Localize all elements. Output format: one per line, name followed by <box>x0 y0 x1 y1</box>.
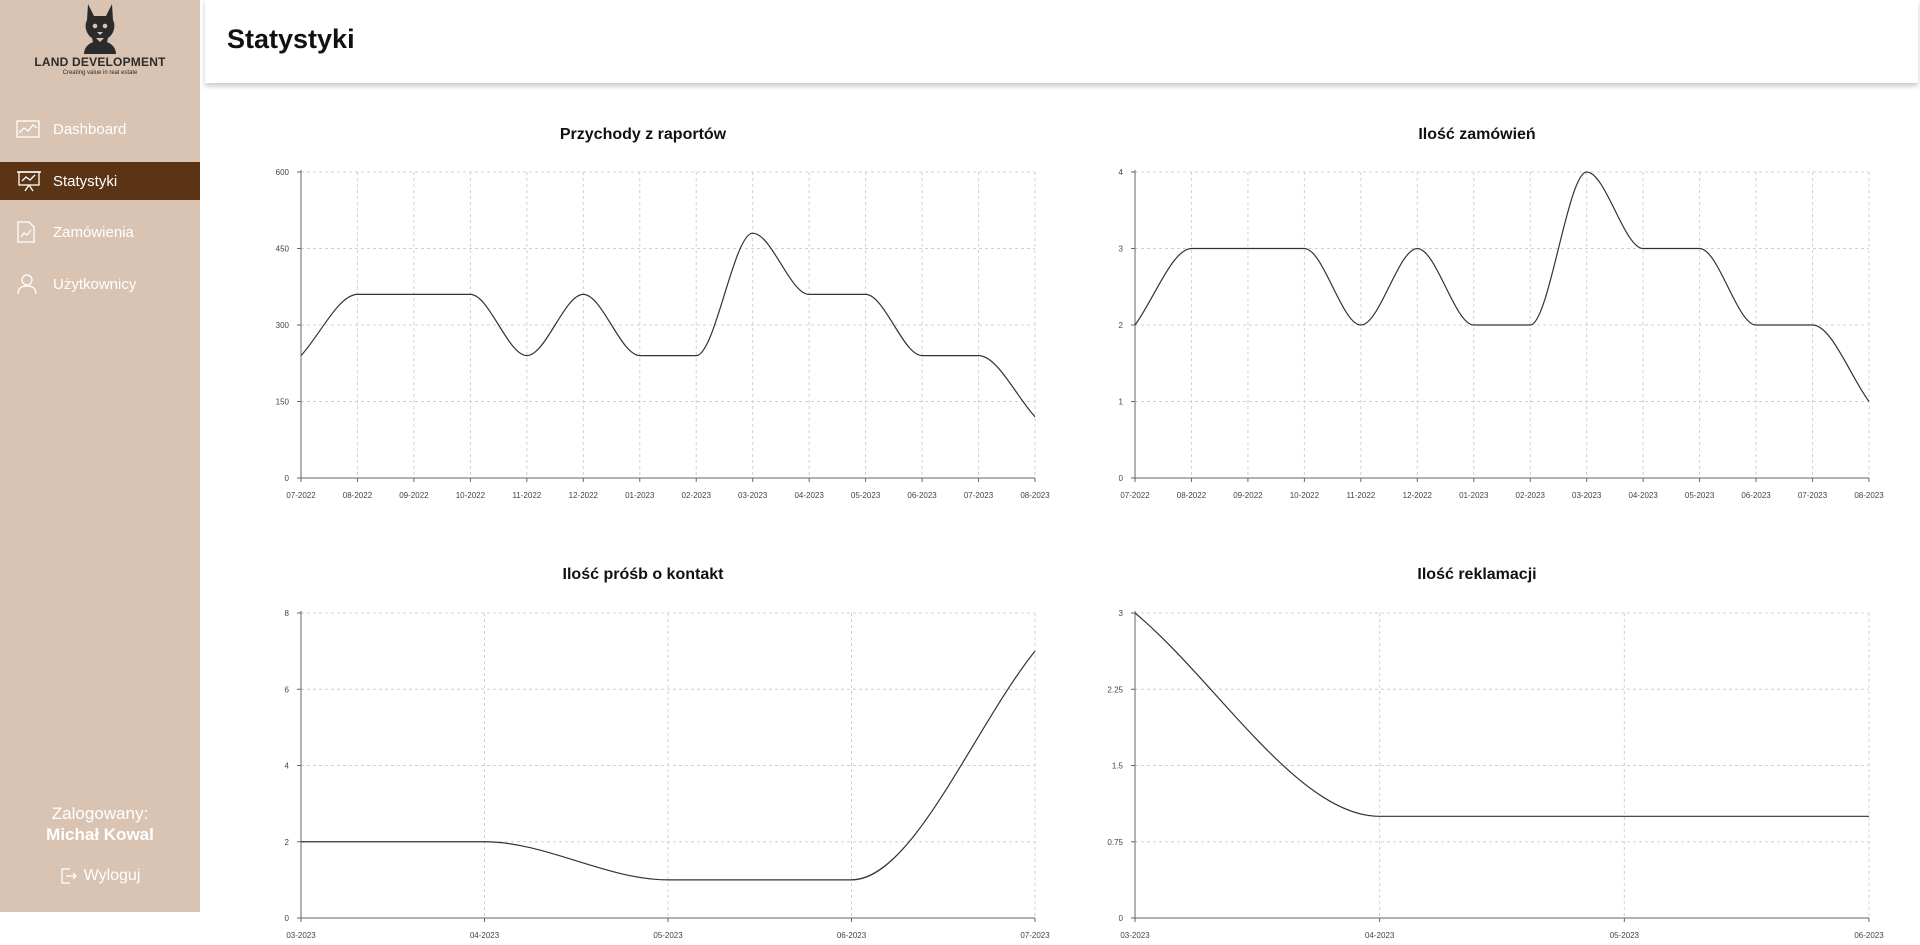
series-line <box>1134 612 1869 817</box>
chart-2: Ilość zamówień 07-2022 08-2022 09-2022 10-20… <box>1119 126 1885 500</box>
x-tick-label: 09-2022 <box>399 491 429 500</box>
x-tick-label: 04-2023 <box>1365 931 1395 940</box>
y-tick-label: 450 <box>276 245 290 254</box>
x-tick-label: 06-2023 <box>837 931 867 940</box>
y-tick-label: 0 <box>1119 474 1124 483</box>
x-tick-label: 08-2023 <box>1020 491 1050 500</box>
y-tick-label: 0 <box>285 914 290 923</box>
x-tick-label: 11-2022 <box>512 491 541 500</box>
series-line <box>300 650 1036 881</box>
y-tick-label: 0.75 <box>1107 838 1123 847</box>
chart-grid <box>301 612 1036 918</box>
y-tick-label: 2 <box>1119 321 1124 330</box>
chart-3: Ilość próśb o kontakt 03-2023 04-2023 05-20… <box>285 566 1051 940</box>
x-tick-label: 05-2023 <box>1610 931 1640 940</box>
x-tick-label: 01-2023 <box>1459 491 1489 500</box>
x-tick-label: 03-2023 <box>286 931 316 940</box>
sidebar-item-statystyki[interactable]: Statystyki <box>0 162 200 200</box>
chart-title: Ilość reklamacji <box>1417 566 1536 583</box>
page-title: Statystyki <box>227 24 355 54</box>
sidebar-item-label: Dashboard <box>53 120 127 138</box>
y-tick-label: 8 <box>285 609 290 618</box>
x-tick-label: 05-2023 <box>653 931 683 940</box>
user-icon <box>16 273 42 295</box>
x-tick-label: 05-2023 <box>851 491 881 500</box>
sidebar-item-label: Użytkownicy <box>53 275 137 293</box>
y-tick-label: 4 <box>285 762 290 771</box>
brand-name: LAND DEVELOPMENT <box>34 55 166 69</box>
x-tick-label: 03-2023 <box>738 491 768 500</box>
logout-button[interactable]: Wyloguj <box>0 864 200 888</box>
x-tick-label: 04-2023 <box>1628 491 1658 500</box>
logged-user-block: Zalogowany: Michał Kowal <box>0 804 200 845</box>
y-tick-label: 2 <box>285 838 290 847</box>
chart-grid <box>301 171 1036 478</box>
x-tick-label: 07-2023 <box>964 491 994 500</box>
x-tick-label: 02-2023 <box>682 491 712 500</box>
x-tick-label: 07-2023 <box>1020 931 1050 940</box>
y-tick-label: 2.25 <box>1107 685 1123 694</box>
x-tick-label: 07-2022 <box>1120 491 1150 500</box>
x-tick-label: 04-2023 <box>794 491 824 500</box>
logo[interactable]: LAND DEVELOPMENT Creating value in real … <box>0 0 200 86</box>
y-tick-label: 4 <box>1119 168 1124 177</box>
x-tick-label: 06-2023 <box>1741 491 1771 500</box>
logout-icon <box>60 868 77 884</box>
x-tick-label: 05-2023 <box>1685 491 1715 500</box>
y-tick-label: 3 <box>1119 245 1124 254</box>
y-tick-label: 300 <box>276 321 290 330</box>
chart-4: Ilość reklamacji 03-2023 04-2023 05-2023 06-… <box>1107 566 1884 940</box>
y-tick-label: 1 <box>1119 398 1124 407</box>
chart-1: Przychody z raportów 07-2022 08-2022 09-202… <box>276 126 1051 500</box>
x-tick-label: 12-2022 <box>569 491 599 500</box>
sidebar-item-label: Zamówienia <box>53 223 134 241</box>
y-tick-label: 1.5 <box>1112 762 1124 771</box>
series-line <box>1134 171 1870 402</box>
y-tick-label: 0 <box>1119 914 1124 923</box>
x-tick-label: 08-2023 <box>1854 491 1884 500</box>
x-tick-label: 03-2023 <box>1572 491 1602 500</box>
x-tick-label: 08-2022 <box>343 491 373 500</box>
x-tick-label: 11-2022 <box>1346 491 1375 500</box>
x-tick-label: 07-2023 <box>1798 491 1828 500</box>
sidebar-item-label: Statystyki <box>53 172 118 190</box>
chart-title: Przychody z raportów <box>560 126 727 143</box>
y-tick-label: 150 <box>276 398 290 407</box>
logout-label: Wyloguj <box>83 867 141 884</box>
sidebar: LAND DEVELOPMENT Creating value in real … <box>0 0 200 912</box>
x-tick-label: 02-2023 <box>1516 491 1546 500</box>
x-tick-label: 03-2023 <box>1120 931 1150 940</box>
chart-grid <box>1135 612 1870 918</box>
y-tick-label: 6 <box>285 685 290 694</box>
page-header: Statystyki <box>205 0 1918 83</box>
y-tick-label: 600 <box>276 168 290 177</box>
x-tick-label: 10-2022 <box>456 491 486 500</box>
logged-label: Zalogowany: <box>51 804 149 823</box>
x-tick-label: 06-2023 <box>1854 931 1884 940</box>
document-chart-icon <box>16 221 42 243</box>
series-line <box>300 232 1036 418</box>
y-tick-label: 0 <box>285 474 290 483</box>
x-tick-label: 04-2023 <box>470 931 500 940</box>
chart-title: Ilość zamówień <box>1418 126 1535 143</box>
x-tick-label: 12-2022 <box>1403 491 1433 500</box>
presentation-chart-icon <box>16 170 42 192</box>
y-tick-label: 3 <box>1119 609 1124 618</box>
x-tick-label: 09-2022 <box>1233 491 1263 500</box>
x-tick-label: 07-2022 <box>286 491 316 500</box>
sidebar-item-zamowienia[interactable]: Zamówienia <box>0 213 200 251</box>
line-chart-icon <box>16 118 42 140</box>
chart-title: Ilość próśb o kontakt <box>563 566 725 583</box>
brand-tagline: Creating value in real estate <box>62 70 138 76</box>
x-tick-label: 08-2022 <box>1177 491 1207 500</box>
x-tick-label: 10-2022 <box>1290 491 1320 500</box>
dog-logo-icon <box>84 4 116 54</box>
sidebar-item-uzytkownicy[interactable]: Użytkownicy <box>0 265 200 303</box>
x-tick-label: 01-2023 <box>625 491 655 500</box>
x-tick-label: 06-2023 <box>907 491 937 500</box>
sidebar-item-dashboard[interactable]: Dashboard <box>0 110 200 148</box>
user-name: Michał Kowal <box>46 825 154 844</box>
